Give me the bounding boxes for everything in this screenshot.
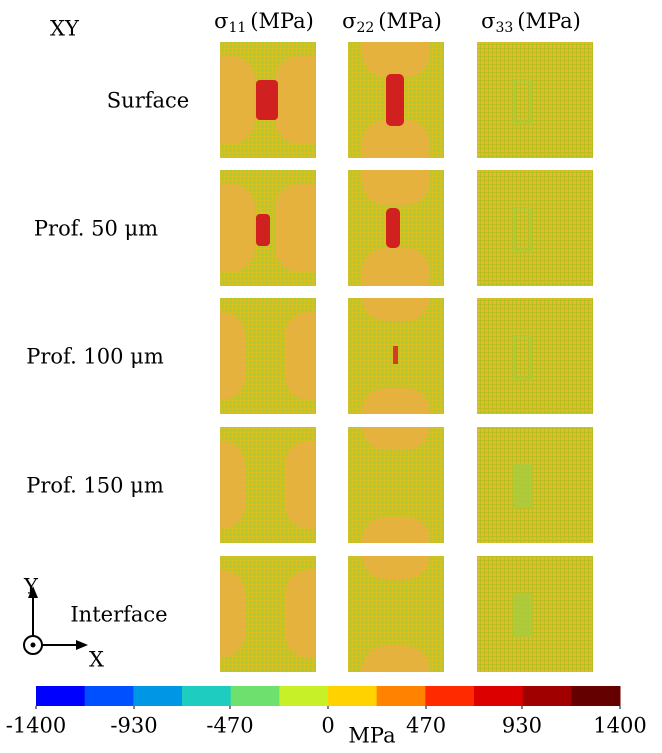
row-label: Interface [70, 603, 167, 627]
tension-zone [362, 298, 430, 321]
unit: (MPa) [378, 9, 442, 33]
tension-zone [362, 517, 430, 543]
subscript: 33 [495, 20, 513, 36]
tension-zone [362, 248, 430, 286]
colorbar-segment [425, 686, 475, 706]
peak-zone [256, 214, 270, 246]
stress-map [477, 298, 593, 414]
stress-map [348, 556, 444, 672]
view-label: XY [50, 17, 80, 41]
tension-zone [220, 312, 245, 400]
stress-map [348, 170, 444, 286]
peak-zone [256, 80, 278, 120]
row-label: Prof. 100 μm [26, 345, 164, 369]
neutral-zone [514, 593, 532, 637]
tension-zone [285, 312, 316, 400]
colorbar-segment [376, 686, 426, 706]
neutral-zone [514, 335, 532, 379]
colorbar-tick-label: 470 [406, 714, 446, 738]
tension-zone [362, 42, 430, 77]
neutral-zone [514, 79, 532, 123]
colorbar-segment [84, 686, 134, 706]
stress-map [348, 298, 444, 414]
colorbar-segment [230, 686, 280, 706]
tension-zone [220, 184, 255, 272]
tension-zone [220, 441, 245, 529]
stress-map [220, 556, 316, 672]
column-header: σ33 (MPa) [481, 9, 581, 37]
stress-map [477, 170, 593, 286]
tension-zone [285, 441, 316, 529]
unit: (MPa) [517, 9, 581, 33]
peak-zone [386, 74, 404, 126]
column-header: σ22 (MPa) [342, 9, 442, 37]
map-background [477, 427, 593, 543]
stress-map [477, 42, 593, 158]
row-label: Prof. 50 μm [34, 217, 158, 241]
map-background [477, 42, 593, 158]
tension-zone [275, 184, 316, 272]
colorbar-segment [522, 686, 572, 706]
map-background [477, 298, 593, 414]
colorbar-segment [133, 686, 183, 706]
colorbar-segment [474, 686, 524, 706]
tension-zone [362, 170, 430, 205]
stress-map [220, 427, 316, 543]
colorbar-tick-label: 1400 [593, 714, 646, 738]
colorbar-unit: MPa [348, 724, 395, 748]
colorbar-tick-label: 0 [321, 714, 334, 738]
colorbar-segment [571, 686, 621, 706]
tension-zone [220, 570, 245, 658]
stress-map [220, 42, 316, 158]
tension-zone [362, 427, 430, 450]
colorbar-segment [182, 686, 232, 706]
neutral-zone [514, 464, 532, 508]
symbol: σ [214, 9, 228, 33]
tension-zone [275, 56, 316, 144]
unit: (MPa) [250, 9, 314, 33]
symbol: σ [342, 9, 356, 33]
stress-map [477, 427, 593, 543]
stress-map [348, 427, 444, 543]
peak-zone [386, 208, 400, 248]
tension-zone [362, 388, 430, 414]
symbol: σ [481, 9, 495, 33]
row-label: Prof. 150 μm [26, 474, 164, 498]
stress-map [348, 42, 444, 158]
peak-zone [393, 346, 398, 364]
colorbar-tick-label: 930 [502, 714, 542, 738]
colorbar-tick-label: -1400 [6, 714, 67, 738]
y-axis-label: Y [23, 575, 39, 599]
row-label: Surface [107, 89, 189, 113]
subscript: 11 [228, 20, 246, 36]
tension-zone [362, 120, 430, 158]
tension-zone [362, 556, 430, 579]
column-header: σ11 (MPa) [214, 9, 314, 37]
map-background [477, 170, 593, 286]
stress-map [477, 556, 593, 672]
neutral-zone [514, 207, 532, 251]
x-axis-label: X [89, 648, 104, 672]
tension-zone [362, 646, 430, 672]
tension-zone [285, 570, 316, 658]
axis-triad: Y X [23, 575, 104, 672]
colorbar-segment [328, 686, 378, 706]
stress-map [220, 298, 316, 414]
colorbar-segment [279, 686, 329, 706]
tension-zone [220, 56, 255, 144]
map-background [477, 556, 593, 672]
colorbar-tick-label: -470 [206, 714, 253, 738]
stress-map [220, 170, 316, 286]
colorbar-segment [36, 686, 86, 706]
subscript: 22 [356, 20, 374, 36]
colorbar-tick-label: -930 [110, 714, 157, 738]
